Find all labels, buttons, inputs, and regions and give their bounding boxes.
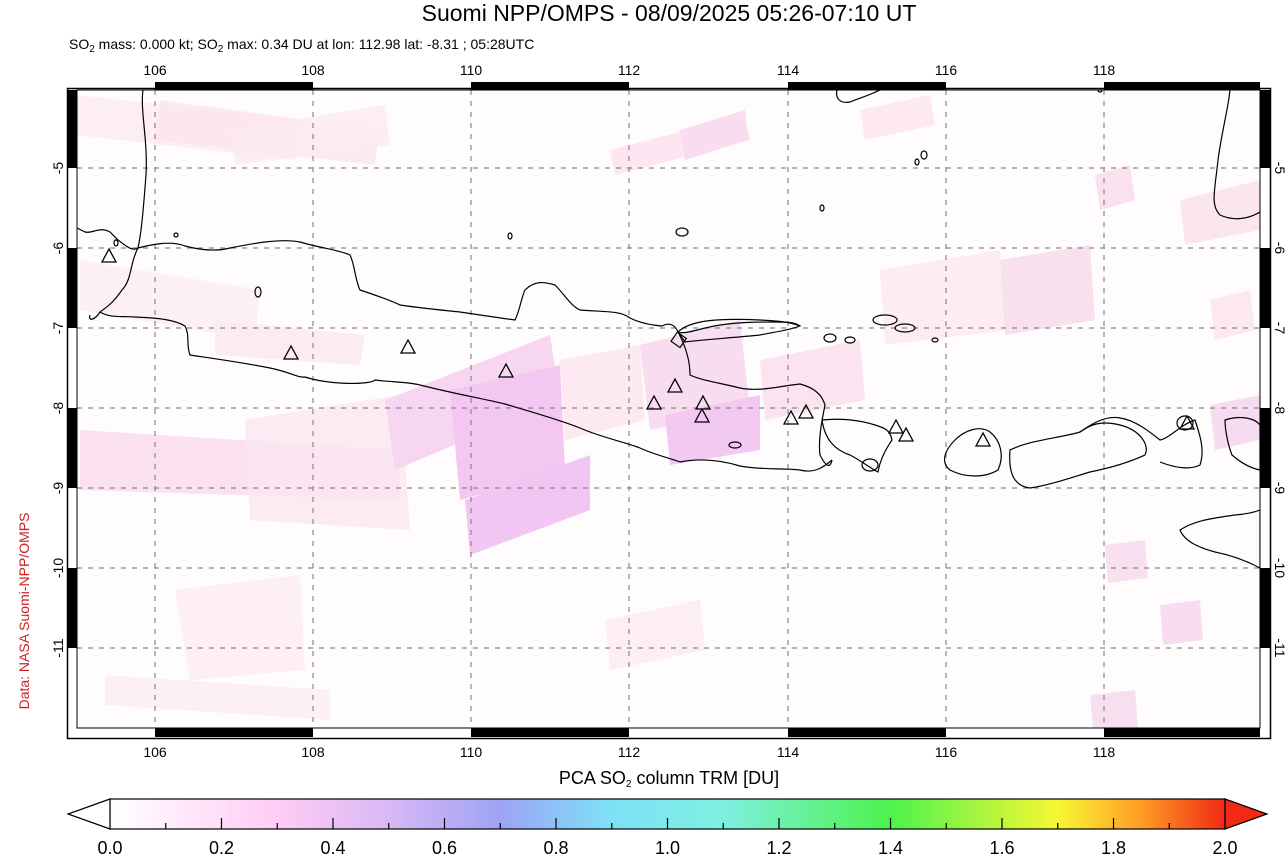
axis-bars bbox=[67, 82, 1270, 737]
colorbar-tick: 1.8 bbox=[1100, 838, 1127, 858]
colorbar-tick: 1.4 bbox=[877, 838, 904, 858]
lat-tick-left: -5 bbox=[50, 161, 66, 175]
so2-summary: SO2 mass: 0.000 kt; SO2 max: 0.34 DU at … bbox=[69, 36, 534, 58]
plot-title: Suomi NPP/OMPS - 08/09/2025 05:26-07:10 … bbox=[421, 0, 917, 26]
lon-tick-bottom: 114 bbox=[776, 744, 800, 760]
triangle-icon bbox=[399, 338, 417, 354]
lon-tick-top: 112 bbox=[617, 62, 641, 78]
graticule bbox=[77, 90, 1260, 728]
lon-tick-bottom: 106 bbox=[143, 744, 167, 760]
colorbar-tick: 1.0 bbox=[654, 838, 681, 858]
lon-tick-bottom: 118 bbox=[1092, 744, 1116, 760]
so2-label: SO bbox=[69, 36, 90, 52]
lon-tick-bottom: 110 bbox=[459, 744, 483, 760]
lon-tick-top: 114 bbox=[776, 62, 800, 78]
lon-tick-bottom: 116 bbox=[934, 744, 958, 760]
colorbar-tick: 1.6 bbox=[989, 838, 1015, 858]
lat-tick-right: -10 bbox=[1272, 557, 1288, 579]
lat-tick-right: -6 bbox=[1272, 241, 1288, 255]
subscript: 2 bbox=[217, 44, 224, 55]
subscript: 2 bbox=[625, 779, 632, 790]
lat-tick-left: -10 bbox=[50, 557, 66, 579]
colorbar-tick: 0.8 bbox=[543, 838, 569, 858]
triangle-icon bbox=[693, 407, 711, 423]
lon-tick-top: 116 bbox=[934, 62, 958, 78]
colorbar-tick: 0.4 bbox=[320, 838, 346, 858]
triangle-icon bbox=[694, 394, 712, 410]
lat-tick-right: -8 bbox=[1272, 401, 1288, 415]
so2-max-text: max: 0.34 DU at lon: 112.98 lat: -8.31 ;… bbox=[223, 36, 535, 52]
colorbar-min-arrow bbox=[66, 798, 111, 830]
coastlines bbox=[77, 90, 1260, 569]
lon-tick-top: 108 bbox=[301, 62, 325, 78]
so2-pixels bbox=[77, 95, 1260, 728]
colorbar-tick: 1.2 bbox=[766, 838, 792, 858]
so2-mass-text: mass: 0.000 kt; SO bbox=[94, 36, 218, 52]
triangle-icon bbox=[645, 394, 663, 410]
colorbar-tick: 0.6 bbox=[431, 838, 458, 858]
lon-tick-top: 110 bbox=[459, 62, 483, 78]
triangle-icon bbox=[666, 377, 684, 393]
triangle-icon bbox=[974, 431, 992, 447]
triangle-icon bbox=[497, 362, 515, 378]
colorbar-tick: 0.2 bbox=[208, 838, 235, 858]
lat-tick-right: -9 bbox=[1272, 481, 1288, 495]
lon-tick-top: 106 bbox=[143, 62, 167, 78]
colorbar-title-post: column TRM [DU] bbox=[631, 768, 780, 788]
triangle-icon bbox=[1178, 414, 1196, 430]
triangle-icon bbox=[100, 247, 118, 263]
max-location-marker bbox=[670, 331, 688, 349]
triangle-icon bbox=[782, 409, 800, 425]
colorbar-tick: 0.0 bbox=[97, 838, 123, 858]
lat-tick-right: -11 bbox=[1272, 638, 1288, 658]
lat-tick-right: -7 bbox=[1272, 321, 1288, 335]
lat-tick-right: -5 bbox=[1272, 161, 1288, 175]
lat-tick-left: -9 bbox=[50, 481, 66, 495]
lon-tick-top: 118 bbox=[1092, 62, 1116, 78]
lon-tick-bottom: 112 bbox=[617, 744, 641, 760]
triangle-icon bbox=[887, 418, 905, 434]
subscript: 2 bbox=[89, 44, 95, 55]
colorbar-title-pre: PCA SO bbox=[558, 768, 626, 788]
lat-tick-left: -11 bbox=[50, 638, 66, 658]
colorbar-tick: 2.0 bbox=[1212, 838, 1238, 858]
triangle-icon bbox=[282, 344, 300, 360]
volcano-markers bbox=[100, 247, 1196, 447]
lat-tick-left: -6 bbox=[50, 241, 66, 255]
lat-tick-left: -8 bbox=[50, 401, 66, 415]
colorbar-title: PCA SO2 column TRM [DU] bbox=[0, 768, 1288, 790]
colorbar bbox=[66, 798, 1269, 830]
lat-tick-left: -7 bbox=[50, 321, 66, 335]
colorbar-max-arrow bbox=[1224, 798, 1269, 830]
triangle-icon bbox=[797, 403, 815, 419]
lon-tick-bottom: 108 bbox=[301, 744, 325, 760]
triangle-icon bbox=[897, 426, 915, 442]
